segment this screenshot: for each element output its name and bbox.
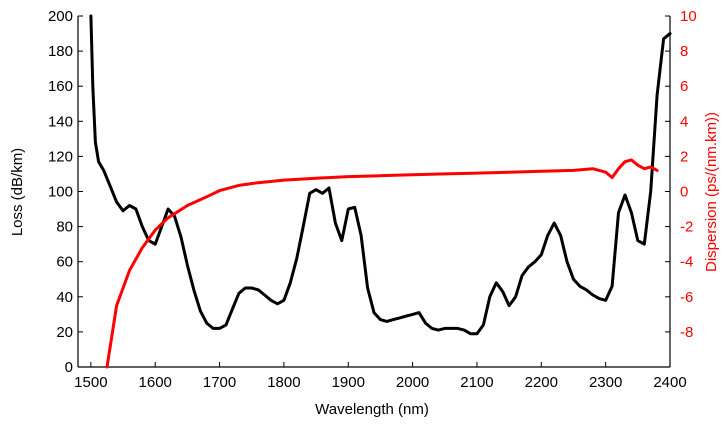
right-y-tick-label: 0 bbox=[680, 184, 688, 201]
left-y-tick-label: 200 bbox=[48, 8, 73, 25]
x-tick-label: 1700 bbox=[203, 374, 236, 391]
right-y-tick-label: 4 bbox=[680, 113, 688, 130]
left-y-tick-label: 60 bbox=[56, 254, 73, 271]
x-tick-label: 2000 bbox=[396, 374, 429, 391]
x-tick-label: 1600 bbox=[139, 374, 172, 391]
left-y-tick-label: 160 bbox=[48, 78, 73, 95]
right-y-tick-label: 8 bbox=[680, 43, 688, 60]
right-y-axis-title: Dispersion (ps/(nm.km)) bbox=[703, 112, 720, 272]
x-tick-label: 2100 bbox=[460, 374, 493, 391]
left-y-tick-label: 120 bbox=[48, 148, 73, 165]
x-tick-label: 1800 bbox=[267, 374, 300, 391]
left-y-axis-title: Loss (dB/km) bbox=[9, 148, 26, 236]
bottom-axis-ticks: 1500 1600 1700 1800 1900 2000 2100 2200 2300 2400 bbox=[74, 362, 687, 391]
right-y-tick-label: -6 bbox=[680, 289, 693, 306]
left-y-tick-label: 40 bbox=[56, 289, 73, 306]
left-y-tick-label: 180 bbox=[48, 43, 73, 60]
right-y-tick-label: 6 bbox=[680, 78, 688, 95]
x-tick-label: 1500 bbox=[74, 374, 107, 391]
right-y-tick-label: -8 bbox=[680, 324, 693, 341]
left-y-tick-label: 80 bbox=[56, 219, 73, 236]
left-y-tick-label: 20 bbox=[56, 324, 73, 341]
left-axis-ticks: 0 20 40 60 80 100 120 140 160 180 200 bbox=[48, 8, 83, 376]
x-axis-title: Wavelength (nm) bbox=[315, 401, 429, 418]
left-y-tick-label: 140 bbox=[48, 113, 73, 130]
series-layer bbox=[89, 14, 672, 369]
left-y-tick-label: 0 bbox=[65, 359, 73, 376]
right-y-tick-label: -4 bbox=[680, 254, 693, 271]
right-y-tick-label: 10 bbox=[680, 8, 697, 25]
right-y-tick-label: 2 bbox=[680, 148, 688, 165]
x-tick-label: 2400 bbox=[653, 374, 686, 391]
right-axis-ticks: -8 -6 -4 -2 0 2 4 6 8 10 bbox=[665, 8, 697, 341]
loss-series-line bbox=[89, 14, 672, 336]
x-tick-label: 2300 bbox=[589, 374, 622, 391]
x-tick-label: 1900 bbox=[332, 374, 365, 391]
right-y-tick-label: -2 bbox=[680, 219, 693, 236]
left-y-tick-label: 100 bbox=[48, 184, 73, 201]
dispersion-series-line bbox=[105, 158, 659, 369]
x-tick-label: 2200 bbox=[525, 374, 558, 391]
